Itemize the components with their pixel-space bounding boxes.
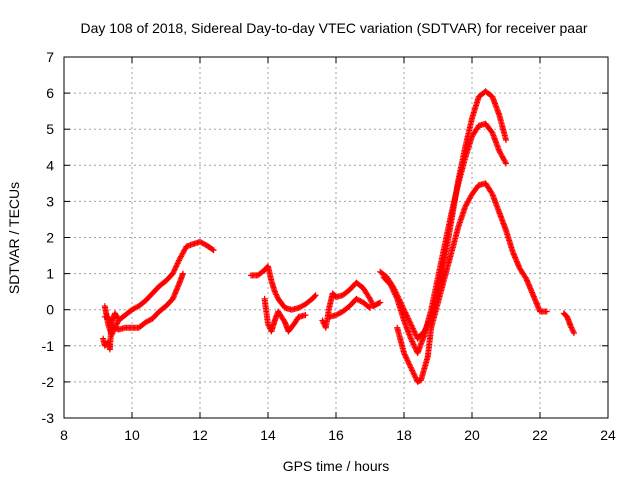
data-point-marker <box>503 137 509 144</box>
data-point-marker <box>114 314 121 321</box>
series-track-b-mid <box>261 295 309 335</box>
y-tick-label: -2 <box>42 374 55 390</box>
series-track-main-mid <box>380 120 509 357</box>
y-tick-label: 7 <box>46 49 54 65</box>
y-tick-label: 6 <box>46 85 54 101</box>
data-point-marker <box>543 308 550 315</box>
x-tick-label: 14 <box>260 427 276 443</box>
x-tick-label: 18 <box>396 427 412 443</box>
data-point-marker <box>302 312 309 319</box>
series-track-a-late <box>319 279 384 331</box>
y-tick-label: 2 <box>46 230 54 246</box>
data-point-marker <box>488 189 495 196</box>
series-track-b-late <box>326 295 373 320</box>
data-points <box>100 88 577 385</box>
data-point-marker <box>115 315 122 322</box>
x-axis-label: GPS time / hours <box>283 458 390 474</box>
data-point-marker <box>377 299 384 306</box>
y-tick-label: -1 <box>42 338 55 354</box>
data-point-marker <box>281 317 288 324</box>
y-tick-label: 5 <box>46 121 54 137</box>
series-track-a-mid <box>248 263 319 313</box>
y-axis-label: SDTVAR / TECUs <box>6 182 22 294</box>
data-point-marker <box>312 292 319 299</box>
plot-frame <box>63 56 609 419</box>
data-point-marker <box>376 300 383 307</box>
data-point-marker <box>209 246 216 253</box>
x-tick-label: 12 <box>192 427 208 443</box>
x-tick-label: 20 <box>464 427 480 443</box>
y-tick-label: 1 <box>46 266 54 282</box>
y-tick-label: 0 <box>46 302 54 318</box>
series-track-c-early <box>100 310 122 353</box>
x-tick-label: 10 <box>124 427 140 443</box>
x-tick-label: 24 <box>600 427 616 443</box>
data-point-marker <box>180 270 186 277</box>
data-point-marker <box>311 293 318 300</box>
data-point-marker <box>365 303 372 310</box>
data-point-marker <box>210 247 217 254</box>
data-point-marker <box>503 160 509 167</box>
y-tick-label: 4 <box>46 157 54 173</box>
x-tick-label: 22 <box>532 427 548 443</box>
y-tick-label: -3 <box>42 410 55 426</box>
y-tick-label: 3 <box>46 193 54 209</box>
x-tick-label: 8 <box>60 427 68 443</box>
x-tick-label: 16 <box>328 427 344 443</box>
data-point-marker <box>367 304 373 311</box>
data-point-marker <box>571 330 577 337</box>
series-track-tail <box>560 310 577 337</box>
series-track-main-low <box>394 180 550 385</box>
chart-title: Day 108 of 2018, Sidereal Day-to-day VTE… <box>80 20 587 36</box>
